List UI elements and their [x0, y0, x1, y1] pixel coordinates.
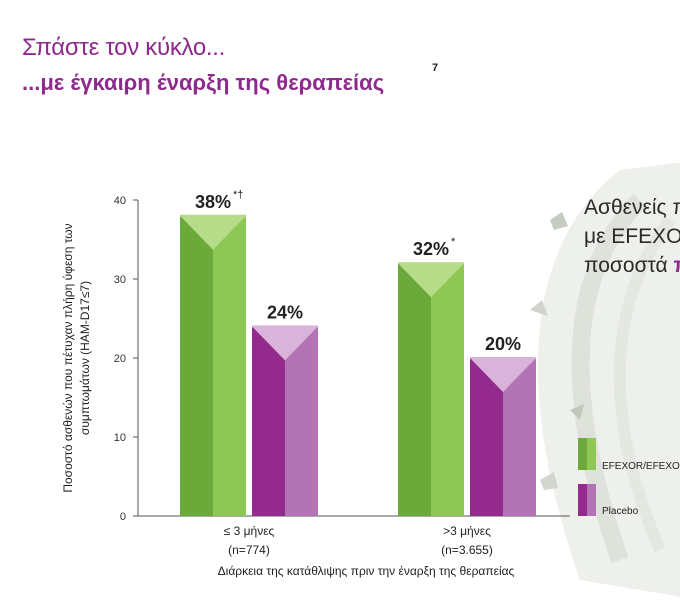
data-label-note-0-0: *†	[233, 189, 243, 201]
legend-swatch-efexor	[578, 438, 596, 470]
y-tick-label: 30	[114, 274, 126, 286]
y-tick-label: 20	[114, 353, 126, 365]
x-tick-label: ≤ 3 μήνες	[224, 524, 275, 538]
x-tick-n-label: (n=3.655)	[441, 543, 493, 557]
data-label-1-1: 20%	[485, 334, 521, 354]
x-tick-n-label: (n=774)	[228, 543, 270, 557]
page-title: Σπάστε τον κύκλο...	[22, 34, 226, 61]
y-axis-label-line2: συμπτωμάτων (HAM-D17≤7)	[78, 281, 92, 435]
y-axis-label-line1: Ποσοστό ασθενών που πέτυχαν πλήρη ύφεση …	[61, 223, 75, 492]
side-text-line2: με EFEXOR	[584, 225, 680, 248]
side-text-line1: Ασθενείς π	[584, 196, 680, 219]
bar-1-1-top-facet	[470, 358, 536, 392]
x-tick-label: >3 μήνες	[443, 524, 491, 538]
title-reference: 7	[432, 62, 439, 74]
bar-0-1-top-facet	[398, 263, 464, 298]
data-label-note-0-1: *	[451, 236, 456, 248]
side-text-line3: ποσοστά π	[584, 254, 680, 278]
legend-label-efexor: EFEXOR/EFEXOR	[602, 461, 680, 472]
legend-swatch-placebo	[578, 484, 596, 516]
bar-1-0-right	[285, 326, 318, 516]
bar-0-0-top-facet	[180, 215, 246, 250]
side-text-highlight: π	[673, 254, 680, 277]
y-tick-label: 0	[120, 511, 126, 523]
x-axis-label: Διάρκεια της κατάθλιψης πριν την έναρξη …	[218, 564, 515, 578]
bar-1-0-top-facet	[252, 326, 318, 361]
bar-0-0-right	[213, 215, 246, 517]
side-text-prefix: ποσοστά	[584, 254, 674, 277]
data-label-0-1: 32%	[413, 239, 449, 259]
bar-1-0-left	[252, 326, 285, 516]
y-tick-label: 10	[114, 432, 126, 444]
page-subtitle: ...με έγκαιρη έναρξη της θεραπείας	[22, 70, 385, 95]
bar-0-1-right	[431, 263, 464, 516]
y-tick-label: 40	[114, 195, 126, 207]
data-label-0-0: 38%	[195, 192, 231, 212]
legend-label-placebo: Placebo	[602, 506, 639, 517]
data-label-1-0: 24%	[267, 302, 303, 322]
bar-0-0-left	[180, 215, 213, 517]
bar-0-1-left	[398, 263, 431, 516]
